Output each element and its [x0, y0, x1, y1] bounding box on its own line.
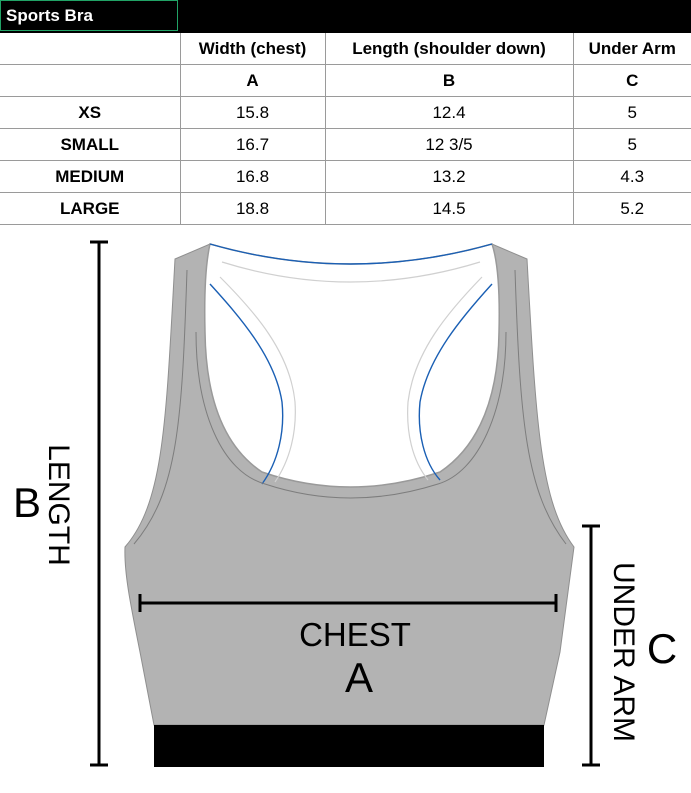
sports-bra-diagram: B LENGTH CHEST A UNDER ARM C — [13, 240, 677, 767]
letter-cell[interactable] — [0, 64, 181, 97]
neck-opening — [204, 243, 500, 488]
title-cell[interactable]: Sports Bra — [0, 0, 178, 31]
size-cell[interactable]: LARGE — [0, 192, 181, 225]
letter-cell[interactable]: B — [324, 64, 574, 97]
neck-trim — [209, 243, 493, 265]
right-strap-trim — [418, 283, 493, 481]
size-cell[interactable]: MEDIUM — [0, 160, 181, 193]
table-row: MEDIUM 16.8 13.2 4.3 — [0, 160, 691, 193]
chest-word: CHEST — [299, 616, 411, 653]
stitch-line — [514, 269, 567, 545]
value-cell[interactable]: 12.4 — [324, 96, 574, 129]
value-cell[interactable]: 12 3/5 — [324, 128, 574, 161]
title-bar: Sports Bra — [0, 0, 691, 33]
stitch-line — [133, 269, 188, 545]
table-title: Sports Bra — [6, 6, 93, 25]
value-cell[interactable]: 15.8 — [179, 96, 326, 129]
length-word: LENGTH — [42, 444, 75, 566]
table-letter-row: A B C — [0, 64, 691, 97]
value-cell[interactable]: 14.5 — [324, 192, 574, 225]
table-row: LARGE 18.8 14.5 5.2 — [0, 192, 691, 225]
length-letter: B — [13, 479, 41, 526]
stitch-line — [195, 331, 507, 499]
chest-letter: A — [345, 654, 373, 701]
size-cell[interactable]: XS — [0, 96, 181, 129]
table-row: XS 15.8 12.4 5 — [0, 96, 691, 129]
value-cell[interactable]: 5.2 — [572, 192, 691, 225]
bottom-band — [154, 725, 544, 767]
size-table: Width (chest) Length (shoulder down) Und… — [0, 33, 691, 225]
value-cell[interactable]: 5 — [572, 96, 691, 129]
value-cell[interactable]: 16.7 — [179, 128, 326, 161]
letter-cell[interactable]: A — [179, 64, 326, 97]
underarm-word: UNDER ARM — [607, 562, 640, 742]
header-cell[interactable]: Width (chest) — [179, 33, 326, 65]
value-cell[interactable]: 5 — [572, 128, 691, 161]
header-cell[interactable] — [0, 33, 181, 65]
table-header-row: Width (chest) Length (shoulder down) Und… — [0, 33, 691, 65]
size-cell[interactable]: SMALL — [0, 128, 181, 161]
back-lining — [219, 276, 296, 483]
back-lining — [221, 261, 481, 283]
header-cell[interactable]: Under Arm — [572, 33, 691, 65]
value-cell[interactable]: 4.3 — [572, 160, 691, 193]
header-cell[interactable]: Length (shoulder down) — [324, 33, 574, 65]
back-lining — [407, 276, 483, 481]
value-cell[interactable]: 13.2 — [324, 160, 574, 193]
letter-cell[interactable]: C — [572, 64, 691, 97]
underarm-letter: C — [647, 625, 677, 672]
table-row: SMALL 16.7 12 3/5 5 — [0, 128, 691, 161]
value-cell[interactable]: 18.8 — [179, 192, 326, 225]
left-strap-trim — [209, 283, 284, 485]
value-cell[interactable]: 16.8 — [179, 160, 326, 193]
